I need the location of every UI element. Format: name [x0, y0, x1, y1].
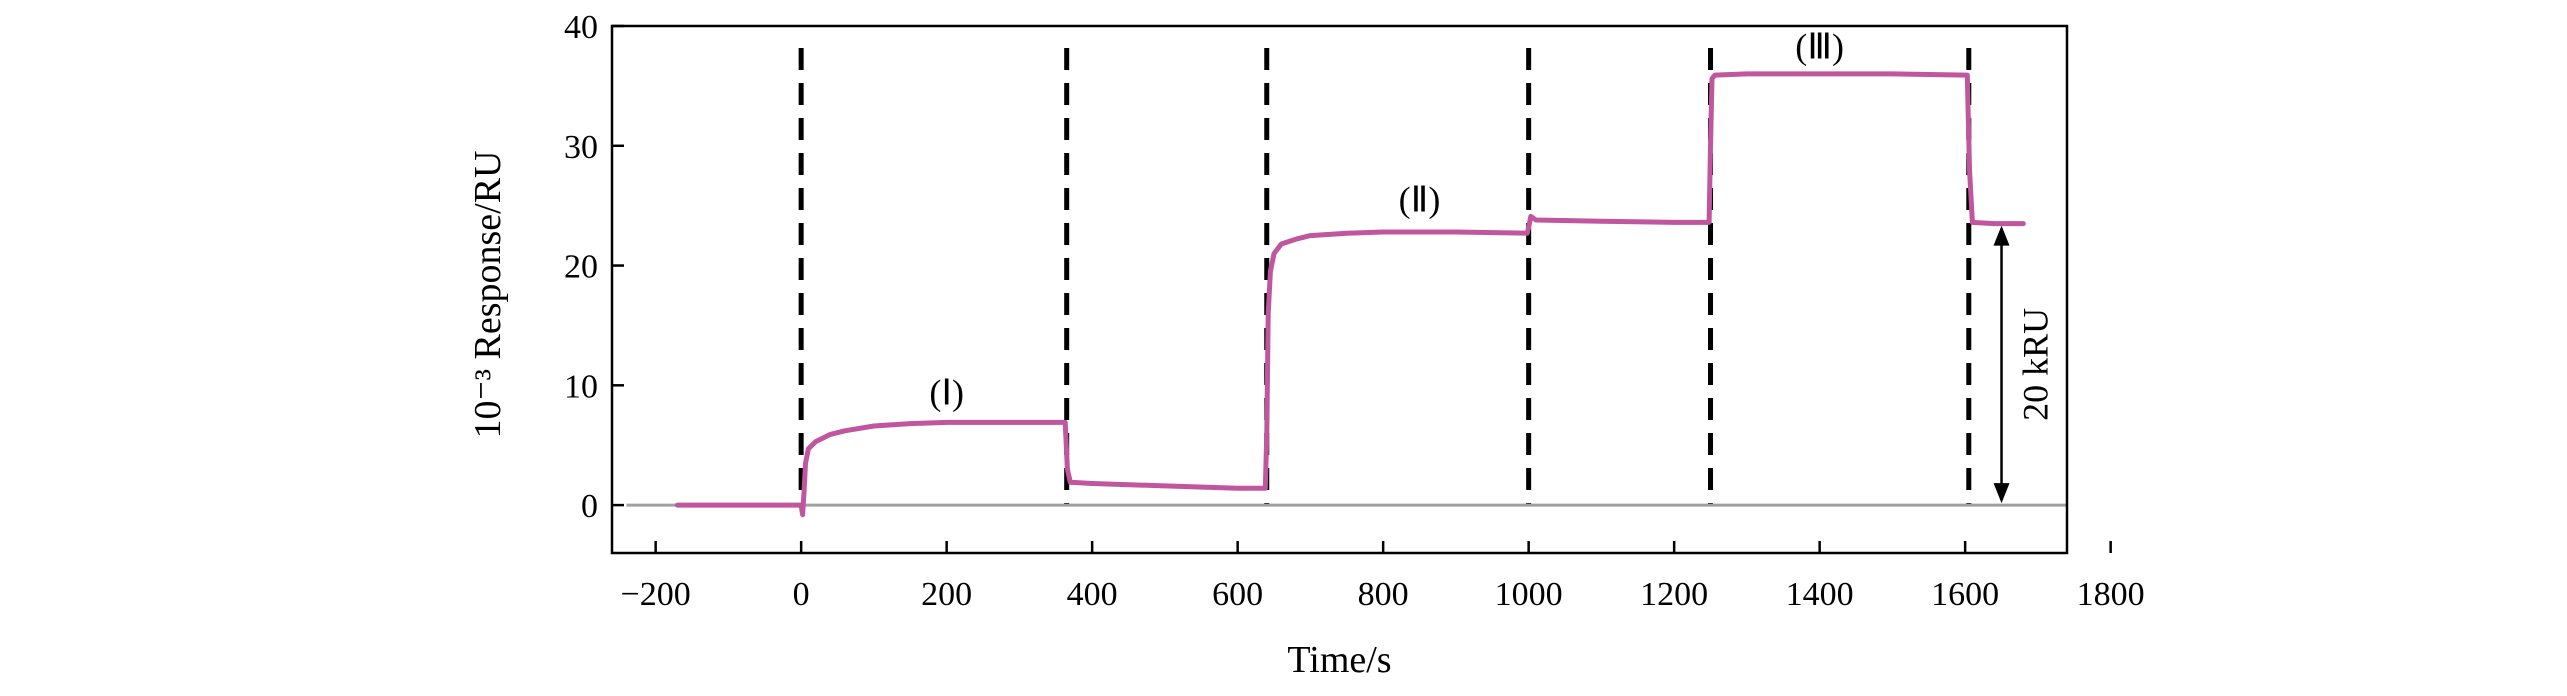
- event-marker-layer: [798, 48, 1972, 505]
- y-tick-label: 40: [564, 9, 598, 46]
- x-axis: −200 0 200 400 600 800 1000 1200 1400 1600 1800: [621, 541, 2145, 613]
- x-tick-label: 0: [793, 576, 810, 613]
- y-tick-label: 30: [564, 129, 598, 166]
- x-tick-label: 800: [1358, 576, 1409, 613]
- x-tick-label: 1400: [1786, 576, 1854, 613]
- x-tick-label: 1000: [1495, 576, 1563, 613]
- x-tick-label: −200: [621, 576, 691, 613]
- annotation-layer: (Ⅰ) (Ⅱ) (Ⅲ): [929, 26, 1844, 412]
- x-axis-title: Time/s: [1287, 639, 1391, 681]
- scale-bar-label: 20 kRU: [2016, 308, 2056, 421]
- x-tick-label: 1800: [2077, 576, 2145, 613]
- x-tick-label: 200: [921, 576, 972, 613]
- x-tick-label: 1200: [1640, 576, 1708, 613]
- y-axis-title: 10⁻³ Response/RU: [467, 151, 509, 439]
- plot-frame: [610, 24, 2069, 555]
- region-annotation: (Ⅱ): [1399, 180, 1441, 220]
- y-tick-label: 10: [564, 368, 598, 405]
- y-axis: 0 10 20 30 40: [564, 9, 624, 525]
- series-line: [675, 71, 2026, 518]
- region-annotation: (Ⅰ): [929, 372, 964, 412]
- scale-bar-arrow-top: [1993, 225, 2010, 246]
- region-annotation: (Ⅲ): [1795, 26, 1844, 66]
- x-tick-label: 1600: [1931, 576, 1999, 613]
- scale-bar-arrow-bottom: [1993, 483, 2010, 504]
- y-tick-label: 20: [564, 249, 598, 286]
- x-tick-label: 400: [1067, 576, 1118, 613]
- scale-bar: 20 kRU: [1993, 225, 2056, 504]
- x-tick-label: 600: [1212, 576, 1263, 613]
- y-tick-label: 0: [581, 488, 598, 525]
